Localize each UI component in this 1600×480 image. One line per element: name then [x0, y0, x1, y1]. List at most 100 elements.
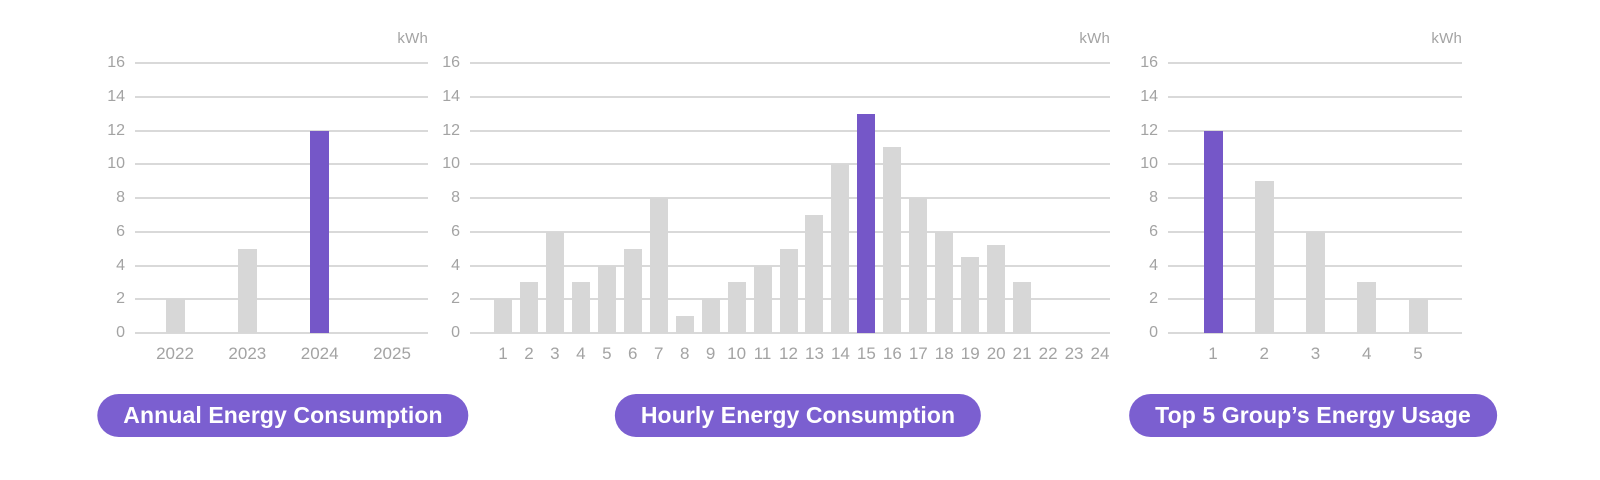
annual-energy-consumption-button[interactable]: Annual Energy Consumption: [97, 394, 469, 437]
gridline-14: 14: [107, 88, 428, 104]
x-tick-label-15: 15: [856, 344, 876, 363]
gridline-12: 12: [107, 122, 428, 138]
bar-5: [597, 265, 616, 333]
x-tick-label-2024: 2024: [300, 344, 339, 363]
bar-7: [649, 198, 668, 333]
x-tick-label-2023: 2023: [228, 344, 267, 363]
bar-9: [701, 299, 720, 333]
y-tick-label: 2: [116, 290, 125, 308]
x-tick-label-9: 9: [705, 344, 716, 363]
bar-1: [1203, 130, 1223, 333]
bar-19: [961, 257, 980, 333]
x-tick-label-5: 5: [1413, 344, 1423, 363]
bar-1: [494, 299, 512, 333]
top5-group-energy-plot: 0 2 4 6 8 10 12 14 16 1 2 3 4 5: [1140, 55, 1462, 362]
gridline-10: 10: [107, 156, 428, 172]
gridline-0: 0: [451, 325, 1110, 341]
x-tick-label-2022: 2022: [156, 344, 194, 363]
bar-16: [883, 147, 902, 333]
gridline-12: 12: [442, 122, 1110, 138]
bar-18: [935, 231, 954, 333]
x-tick-label-19: 19: [960, 344, 980, 363]
x-tick-label-13: 13: [805, 344, 824, 363]
bar-2: [1254, 181, 1274, 333]
gridline-14: 14: [442, 88, 1110, 104]
bar-2022: [165, 299, 185, 333]
x-tick-label-1: 1: [1208, 344, 1218, 363]
x-tick-label-17: 17: [908, 344, 928, 363]
y-tick-label: 6: [1149, 222, 1158, 240]
bar-5: [1408, 299, 1428, 333]
x-tick-label-7: 7: [654, 344, 664, 363]
y-tick-label: 12: [1140, 121, 1158, 139]
gridline-12: 12: [1140, 122, 1462, 138]
x-tick-label-2: 2: [524, 344, 534, 363]
y-tick-label: 14: [442, 87, 460, 105]
hourly-energy-consumption-button[interactable]: Hourly Energy Consumption: [614, 394, 982, 437]
bar-17: [909, 198, 928, 333]
y-tick-label: 0: [116, 324, 125, 341]
x-tick-label-8: 8: [679, 344, 690, 363]
y-tick-label: 10: [1140, 155, 1158, 173]
gridline-8: 8: [451, 190, 1110, 206]
y-tick-label: 14: [1140, 87, 1158, 105]
bar-13: [805, 214, 824, 333]
y-tick-label: 6: [451, 222, 460, 240]
x-tick-label-23: 23: [1064, 344, 1084, 363]
bar-2024: [310, 130, 330, 333]
bar-2: [519, 282, 538, 333]
x-tick-label-1: 1: [498, 344, 508, 363]
gridline-16: 16: [1140, 55, 1462, 71]
y-tick-label: 16: [442, 54, 460, 71]
x-tick-label-21: 21: [1012, 344, 1032, 363]
unit-label: kWh: [1431, 30, 1462, 47]
y-tick-label: 16: [107, 54, 125, 71]
x-tick-label-4: 4: [1362, 344, 1372, 363]
x-tick-label-18: 18: [934, 344, 954, 363]
gridline-0: 0: [116, 325, 428, 341]
y-tick-label: 2: [1149, 290, 1158, 308]
y-tick-label: 16: [1140, 54, 1158, 71]
y-tick-label: 8: [116, 189, 125, 206]
y-tick-label: 10: [107, 155, 125, 173]
bar-4: [1357, 282, 1377, 333]
y-tick-label: 4: [451, 256, 460, 274]
annual-energy-plot: 0 2 4 6 8 10 12 14 16 2022 2023 2024 2025: [107, 55, 428, 362]
bar-14: [831, 164, 850, 333]
x-tick-label-16: 16: [882, 344, 902, 363]
gridline-6: 6: [451, 223, 1110, 239]
bar-3: [1306, 231, 1325, 333]
y-tick-label: 10: [442, 155, 460, 173]
x-tick-label-12: 12: [779, 344, 798, 363]
gridline-16: 16: [107, 55, 428, 71]
bar-15: [857, 113, 876, 333]
unit-label: kWh: [1079, 30, 1110, 47]
gridline-10: 10: [442, 156, 1110, 172]
bar-4: [571, 282, 590, 333]
y-tick-label: 4: [1149, 256, 1158, 274]
x-tick-label-3: 3: [1310, 344, 1321, 363]
bar-12: [779, 248, 798, 333]
x-tick-label-11: 11: [753, 344, 772, 363]
gridline-8: 8: [1149, 190, 1462, 206]
top5-group-energy-usage-button[interactable]: Top 5 Group’s Energy Usage: [1129, 394, 1497, 437]
x-tick-label-22: 22: [1038, 344, 1058, 363]
y-tick-label: 6: [116, 222, 125, 240]
hourly-energy-plot: 0 2 4 6 8 10 12 14 16 1 2 3 4 5 6 7 8 9 10 11 12 13 14 15 16 17 18…: [442, 55, 1110, 362]
bar-10: [727, 282, 746, 333]
y-tick-label: 0: [451, 324, 460, 341]
gridline-14: 14: [1140, 88, 1462, 104]
x-tick-label-5: 5: [602, 344, 612, 363]
bar-20: [987, 245, 1006, 333]
y-tick-label: 8: [451, 189, 460, 206]
x-tick-label-24: 24: [1090, 344, 1110, 363]
y-tick-label: 12: [107, 121, 125, 139]
x-tick-label-20: 20: [986, 344, 1006, 363]
unit-label: kWh: [397, 30, 428, 47]
gridline-6: 6: [116, 223, 428, 239]
gridline-4: 4: [116, 257, 428, 273]
y-tick-label: 2: [451, 290, 460, 308]
gridline-16: 16: [442, 55, 1110, 71]
x-tick-label-3: 3: [550, 344, 560, 363]
bar-3: [545, 231, 564, 333]
